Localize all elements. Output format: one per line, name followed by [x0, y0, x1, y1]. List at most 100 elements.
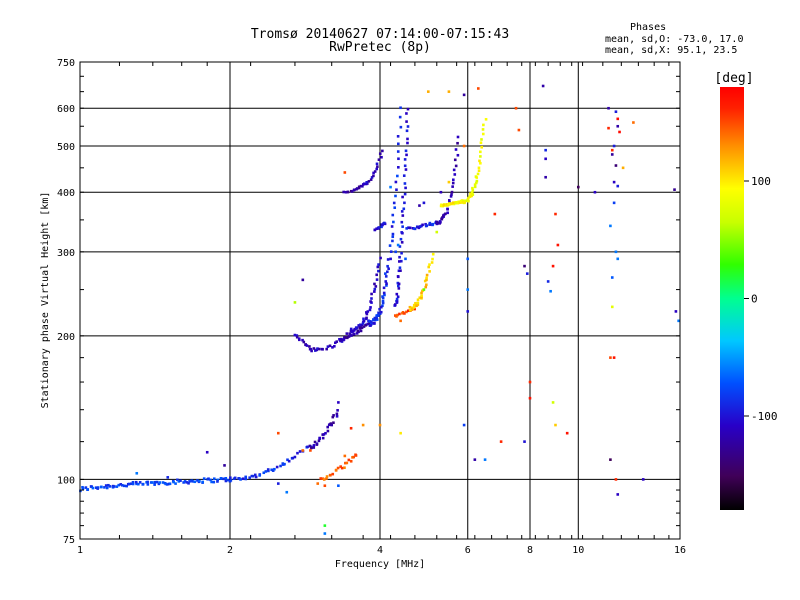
echo-point — [565, 431, 569, 435]
echo-point — [407, 309, 410, 313]
echo-point — [399, 269, 402, 272]
echo-point — [439, 190, 443, 194]
echo-point — [326, 425, 330, 429]
echo-point — [357, 185, 361, 189]
echo-point — [452, 178, 455, 182]
echo-point — [462, 423, 466, 427]
echo-point — [374, 285, 378, 288]
echo-point — [447, 203, 450, 206]
echo-point — [381, 295, 384, 298]
echo-point — [349, 426, 353, 430]
echo-point — [224, 476, 228, 480]
echo-point — [155, 480, 159, 484]
echo-point — [326, 429, 330, 433]
echo-point — [351, 329, 355, 333]
echo-point — [210, 480, 213, 484]
echo-point — [267, 469, 270, 473]
echo-point — [355, 332, 359, 335]
echo-point — [471, 186, 474, 190]
echo-point — [352, 188, 356, 192]
echo-point — [479, 150, 482, 154]
echo-point — [161, 481, 165, 484]
echo-point — [397, 282, 401, 286]
echo-point — [308, 444, 312, 448]
echo-point — [244, 477, 248, 481]
echo-point — [673, 188, 676, 191]
echo-point — [103, 486, 106, 489]
echo-point — [401, 311, 405, 314]
echo-point — [112, 485, 116, 488]
echo-point — [366, 322, 370, 326]
echo-point — [130, 482, 133, 486]
echo-point — [176, 478, 179, 482]
echo-point — [452, 202, 456, 206]
echo-point — [612, 144, 616, 148]
echo-point — [614, 164, 618, 167]
echo-point — [222, 477, 226, 481]
echo-point — [350, 334, 353, 337]
echo-point — [340, 466, 344, 470]
y-tick-label: 100 — [57, 475, 75, 486]
echo-point — [435, 230, 439, 234]
echo-point — [462, 93, 466, 97]
echo-point — [551, 264, 555, 268]
echo-point — [383, 293, 386, 297]
echo-point — [369, 324, 372, 327]
echo-point — [395, 301, 399, 304]
echo-point — [285, 490, 289, 494]
echo-point — [466, 288, 470, 291]
echo-point — [295, 334, 299, 337]
echo-point — [168, 482, 172, 486]
echo-point — [378, 152, 382, 156]
echo-point — [415, 225, 419, 229]
echo-point — [331, 415, 335, 419]
echo-point — [209, 478, 212, 482]
echo-point — [412, 306, 416, 309]
echo-point — [479, 141, 483, 145]
echo-point — [165, 483, 169, 486]
echo-point — [420, 294, 423, 298]
echo-point — [393, 206, 397, 209]
x-tick-label: 16 — [674, 545, 686, 556]
echo-point — [442, 213, 446, 217]
echo-point — [198, 479, 201, 483]
echo-point — [439, 220, 442, 224]
echo-point — [399, 237, 403, 241]
echo-point — [91, 486, 95, 490]
echo-point — [212, 480, 216, 484]
echo-point — [251, 474, 255, 478]
echo-point — [400, 231, 403, 234]
echo-point — [117, 483, 121, 487]
echo-point — [331, 346, 334, 349]
echo-point — [337, 484, 340, 488]
y-tick-label: 750 — [57, 58, 75, 69]
echo-point — [312, 347, 316, 350]
echo-point — [226, 478, 229, 482]
echo-point — [476, 172, 480, 176]
echo-point — [394, 180, 398, 184]
echo-point — [202, 477, 206, 480]
echo-point — [305, 344, 309, 347]
echo-point — [384, 280, 388, 283]
echo-point — [398, 255, 401, 259]
echo-point — [616, 493, 620, 496]
echo-point — [456, 141, 459, 145]
echo-point — [329, 473, 332, 477]
echo-point — [427, 265, 431, 269]
y-axis-label: Stationary phase Virtual Height [km] — [40, 192, 51, 409]
echo-point — [528, 396, 532, 400]
echo-point — [479, 161, 482, 165]
echo-point — [406, 107, 410, 111]
echo-point — [483, 458, 487, 461]
echo-point — [391, 232, 395, 236]
echo-point — [616, 117, 620, 121]
echo-point — [323, 532, 327, 535]
echo-point — [398, 266, 402, 270]
colorbar-title: [deg] — [714, 71, 753, 86]
echo-point — [397, 142, 400, 146]
echo-point — [614, 250, 618, 254]
echo-point — [425, 278, 428, 282]
echo-point — [296, 451, 299, 455]
echo-point — [153, 480, 157, 484]
echo-point — [398, 245, 402, 248]
